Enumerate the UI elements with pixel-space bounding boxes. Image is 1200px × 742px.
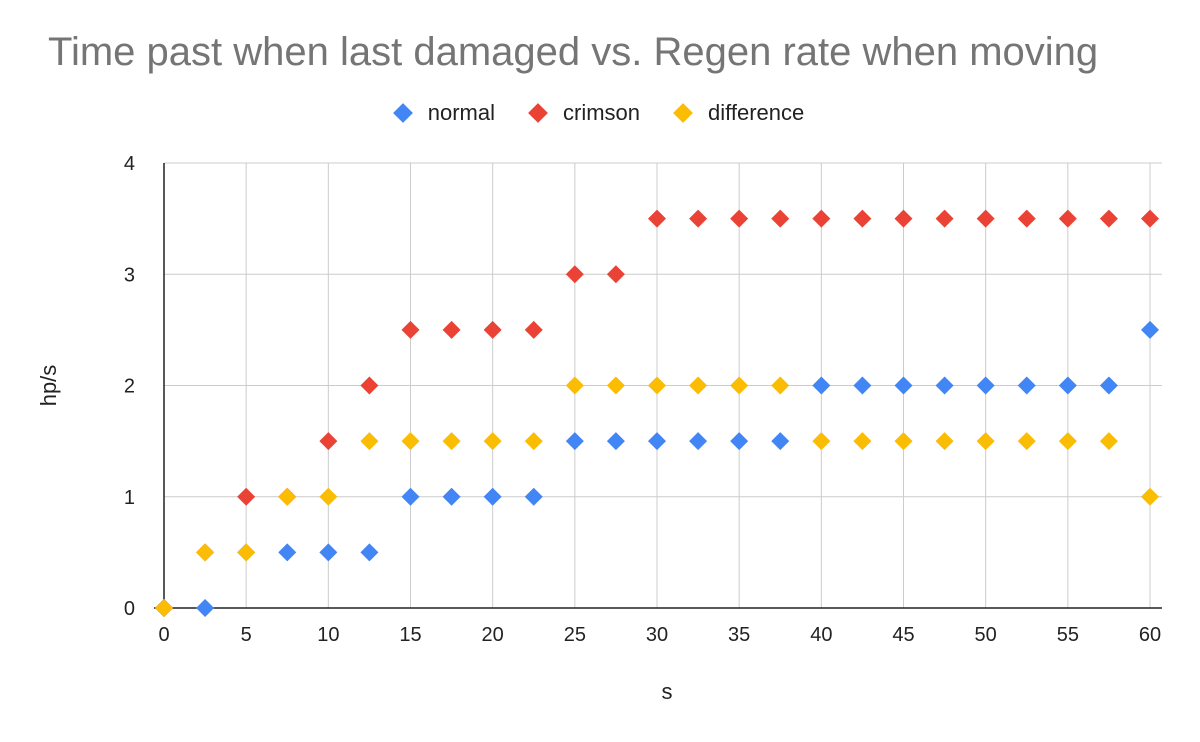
point-crimson-18 (894, 209, 913, 228)
point-normal-13 (689, 432, 708, 451)
point-difference-7 (442, 432, 461, 451)
legend-item-crimson: crimson (528, 100, 641, 126)
point-normal-1 (196, 599, 215, 617)
point-crimson-4 (319, 432, 338, 451)
point-normal-19 (935, 376, 954, 395)
x-tick-label-3: 15 (399, 624, 421, 646)
point-crimson-2 (237, 487, 256, 506)
point-crimson-15 (771, 209, 790, 228)
point-difference-5 (360, 432, 379, 451)
point-difference-3 (278, 487, 297, 506)
point-crimson-22 (1058, 209, 1077, 228)
point-normal-16 (812, 376, 831, 395)
point-difference-4 (319, 487, 338, 506)
point-crimson-17 (853, 209, 872, 228)
point-crimson-7 (442, 320, 461, 339)
point-difference-12 (648, 376, 666, 395)
point-crimson-23 (1099, 209, 1118, 228)
point-crimson-5 (360, 376, 379, 395)
x-tick-label-12: 60 (1139, 624, 1161, 646)
x-tick-label-5: 25 (564, 624, 586, 646)
legend-label-normal: normal (427, 100, 495, 125)
y-axis-title: hp/s (36, 365, 61, 407)
point-crimson-8 (483, 320, 502, 339)
point-normal-3 (278, 543, 297, 562)
x-tick-label-8: 40 (810, 624, 832, 646)
point-difference-22 (1058, 432, 1077, 451)
point-difference-14 (730, 376, 749, 395)
point-difference-16 (812, 432, 831, 451)
point-difference-11 (606, 376, 625, 395)
point-difference-18 (894, 432, 913, 451)
point-difference-23 (1099, 432, 1118, 451)
point-difference-17 (853, 432, 872, 451)
point-normal-17 (853, 376, 872, 395)
legend-label-crimson: crimson (563, 100, 641, 125)
x-tick-label-1: 5 (241, 624, 252, 646)
x-tick-label-7: 35 (728, 624, 750, 646)
point-normal-12 (648, 432, 666, 451)
legend: normal crimson difference (0, 98, 1200, 128)
legend-item-normal: normal (392, 100, 495, 126)
point-normal-18 (894, 376, 913, 395)
point-normal-8 (483, 487, 502, 506)
x-tick-label-9: 45 (892, 624, 914, 646)
y-tick-label-3: 3 (124, 264, 135, 286)
point-normal-7 (442, 487, 461, 506)
x-tick-label-11: 55 (1057, 624, 1079, 646)
point-difference-2 (237, 543, 256, 562)
x-axis-title: s (662, 679, 673, 704)
point-normal-14 (730, 432, 749, 451)
point-normal-11 (606, 432, 625, 451)
point-difference-24 (1141, 487, 1159, 506)
point-difference-8 (483, 432, 502, 451)
point-difference-9 (524, 432, 543, 451)
point-crimson-20 (976, 209, 995, 228)
y-tick-label-1: 1 (124, 487, 135, 509)
y-tick-label-2: 2 (124, 376, 135, 398)
point-normal-23 (1099, 376, 1118, 395)
x-tick-label-6: 30 (646, 624, 668, 646)
point-difference-15 (771, 376, 790, 395)
point-crimson-9 (524, 320, 543, 339)
point-crimson-19 (935, 209, 954, 228)
point-difference-21 (1017, 432, 1036, 451)
point-crimson-24 (1141, 209, 1159, 228)
point-crimson-12 (648, 209, 666, 228)
point-normal-20 (976, 376, 995, 395)
point-difference-19 (935, 432, 954, 451)
point-normal-5 (360, 543, 379, 562)
point-crimson-21 (1017, 209, 1036, 228)
point-difference-1 (196, 543, 215, 562)
x-tick-label-4: 20 (482, 624, 504, 646)
point-normal-24 (1141, 320, 1159, 339)
point-difference-10 (565, 376, 584, 395)
chart-title: Time past when last damaged vs. Regen ra… (48, 30, 1099, 74)
point-normal-10 (565, 432, 584, 451)
y-tick-label-0: 0 (124, 598, 135, 620)
x-tick-label-0: 0 (158, 624, 169, 646)
point-crimson-11 (606, 265, 625, 284)
y-tick-label-4: 4 (124, 153, 135, 175)
point-difference-20 (976, 432, 995, 451)
point-crimson-16 (812, 209, 831, 228)
point-crimson-6 (401, 320, 420, 339)
point-difference-0 (155, 599, 173, 617)
legend-item-difference: difference (673, 100, 805, 126)
point-normal-15 (771, 432, 790, 451)
point-normal-6 (401, 487, 420, 506)
point-difference-6 (401, 432, 420, 451)
x-tick-label-2: 10 (317, 624, 339, 646)
point-crimson-13 (689, 209, 708, 228)
point-normal-4 (319, 543, 338, 562)
point-normal-9 (524, 487, 543, 506)
point-normal-22 (1058, 376, 1077, 395)
point-crimson-10 (565, 265, 584, 284)
point-crimson-14 (730, 209, 749, 228)
legend-label-difference: difference (708, 100, 805, 125)
point-normal-21 (1017, 376, 1036, 395)
point-difference-13 (689, 376, 708, 395)
x-tick-label-10: 50 (975, 624, 997, 646)
